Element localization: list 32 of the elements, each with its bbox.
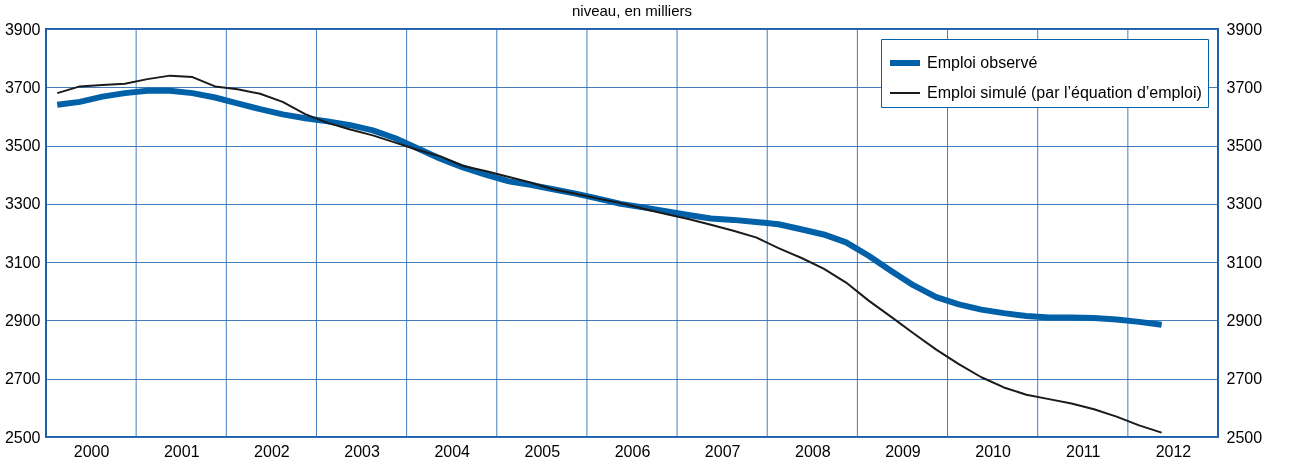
x-tick-label: 2011 [1066, 442, 1101, 460]
legend-label: Emploi simulé (par l’équation d’emploi) [927, 84, 1202, 101]
y2-tick-label: 3900 [1226, 20, 1263, 38]
x-tick-label: 2007 [704, 442, 741, 460]
y-tick-label: 3100 [4, 253, 41, 271]
y2-tick-label: 2700 [1226, 370, 1263, 388]
y-tick-label: 3900 [4, 20, 41, 38]
y2-tick-label: 2500 [1226, 428, 1263, 446]
legend-label: Emploi observé [927, 54, 1038, 71]
y2-tick-label: 2900 [1226, 311, 1263, 329]
y2-tick-label: 3500 [1226, 137, 1263, 155]
x-tick-label: 2008 [795, 442, 831, 460]
x-tick-label: 2003 [344, 442, 380, 460]
x-tick-label: 2000 [73, 442, 110, 460]
y2-tick-label: 3700 [1226, 78, 1263, 96]
y-tick-label: 3500 [4, 137, 41, 155]
y2-tick-label: 3100 [1226, 253, 1263, 271]
y-tick-label: 3700 [4, 78, 41, 96]
x-tick-label: 2009 [885, 442, 921, 460]
y-tick-label: 2900 [4, 311, 41, 329]
x-tick-label: 2005 [524, 442, 561, 460]
x-tick-label: 2010 [975, 442, 1012, 460]
x-tick-label: 2004 [434, 442, 471, 460]
chart-title: niveau, en milliers [571, 2, 693, 19]
x-tick-label: 2002 [254, 442, 290, 460]
y-tick-label: 2500 [4, 428, 41, 446]
x-tick-label: 2001 [163, 442, 200, 460]
y2-tick-label: 3300 [1226, 195, 1263, 213]
y-tick-label: 3300 [4, 195, 41, 213]
x-tick-label: 2006 [614, 442, 651, 460]
x-tick-label: 2012 [1155, 442, 1192, 460]
y-tick-label: 2700 [4, 370, 41, 388]
